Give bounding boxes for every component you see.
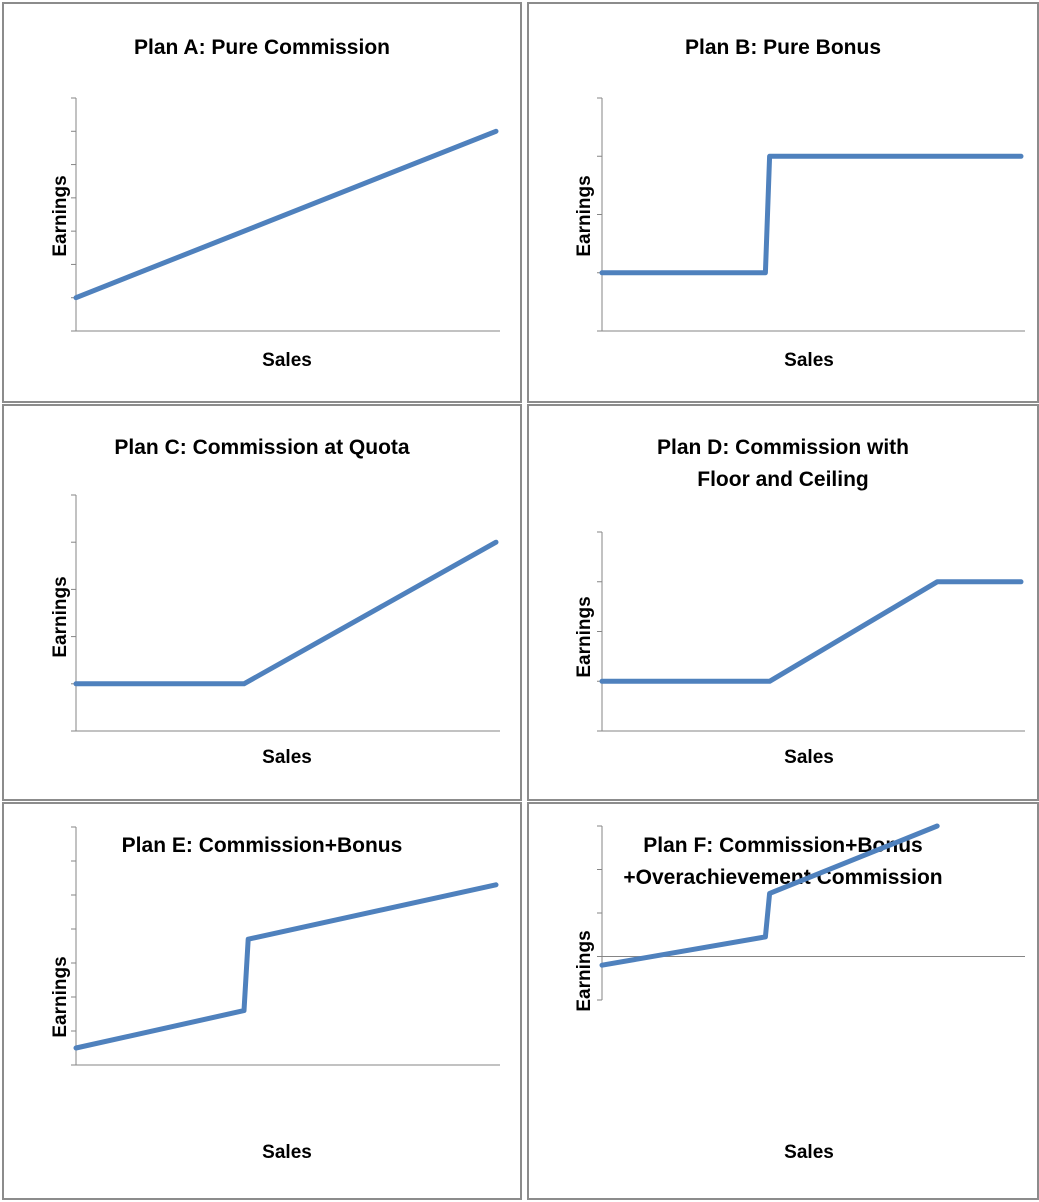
chart-panel-plan-b: Plan B: Pure Bonus Earnings Sales — [527, 2, 1039, 403]
chart-panel-plan-f: Plan F: Commission+Bonus +Overachievemen… — [527, 802, 1039, 1200]
plot-area — [71, 826, 500, 1066]
chart-title-line-1: Plan E: Commission+Bonus — [121, 834, 403, 857]
plot-area — [71, 97, 500, 332]
plot-area — [71, 494, 500, 732]
chart-title-line-1: Plan D: Commission with — [656, 436, 910, 459]
series-line — [73, 128, 499, 301]
chart-title-line-2: +Overachievement Commission — [623, 866, 943, 889]
chart-panel-plan-c: Plan C: Commission at Quota Earnings Sal… — [2, 404, 522, 801]
chart-title: Plan E: Commission+Bonus — [4, 830, 520, 862]
x-axis-label: Sales — [784, 350, 834, 371]
plot-area — [597, 97, 1025, 332]
chart-title-line-1: Plan B: Pure Bonus — [684, 36, 882, 59]
chart-title-line-2: Floor and Ceiling — [697, 468, 869, 491]
x-axis-label: Sales — [262, 350, 312, 371]
chart-title: Plan D: Commission with Floor and Ceilin… — [529, 432, 1037, 496]
series-line — [599, 823, 940, 968]
series-line — [73, 539, 499, 687]
chart-title: Plan A: Pure Commission — [4, 32, 520, 64]
chart-title-line-1: Plan A: Pure Commission — [134, 36, 390, 59]
chart-title-line-1: Plan F: Commission+Bonus — [643, 834, 923, 857]
chart-title-line-1: Plan C: Commission at Quota — [114, 436, 410, 459]
x-axis-label: Sales — [784, 1142, 834, 1163]
series-line — [599, 579, 1024, 684]
chart-title: Plan B: Pure Bonus — [529, 32, 1037, 64]
x-axis-label: Sales — [784, 747, 834, 768]
chart-title: Plan F: Commission+Bonus +Overachievemen… — [529, 830, 1037, 894]
plot-area — [597, 531, 1025, 732]
chart-panel-plan-a: Plan A: Pure Commission Earnings Sales — [2, 2, 522, 403]
x-axis-label: Sales — [262, 1142, 312, 1163]
plot-area — [597, 823, 1025, 1001]
chart-panel-plan-e: Plan E: Commission+Bonus Earnings Sales — [2, 802, 522, 1200]
x-axis-label: Sales — [262, 747, 312, 768]
series-line — [599, 153, 1024, 276]
chart-panel-plan-d: Plan D: Commission with Floor and Ceilin… — [527, 404, 1039, 801]
chart-title: Plan C: Commission at Quota — [4, 432, 520, 464]
series-line — [73, 882, 499, 1051]
